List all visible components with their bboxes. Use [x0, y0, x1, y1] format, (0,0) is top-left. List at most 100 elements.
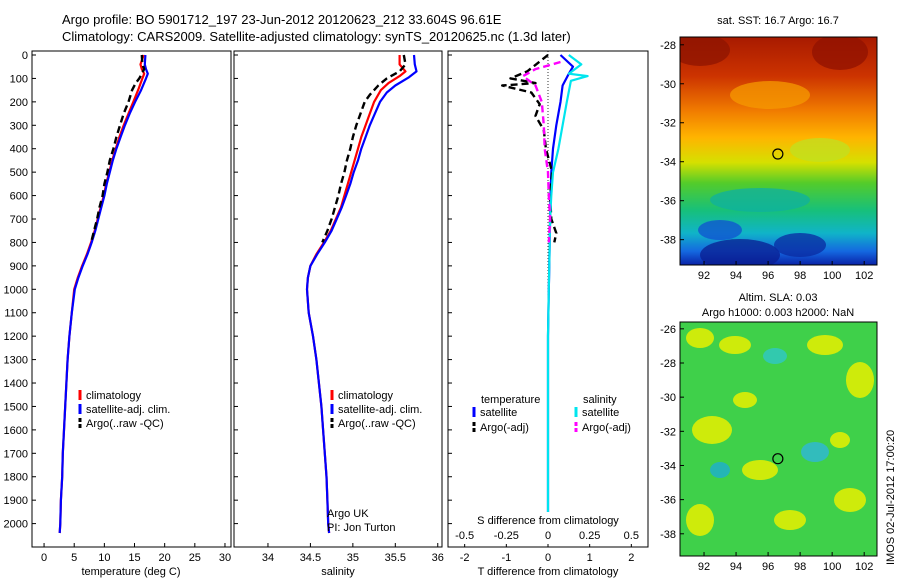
s-difference-ticks: -0.5 -0.25 0 0.25 0.5: [455, 530, 639, 542]
lat-tick-label: -28: [660, 40, 676, 52]
lon-tick-label: 98: [794, 270, 806, 282]
figure-title-line2: Climatology: CARS2009. Satellite-adjuste…: [62, 29, 571, 44]
lon-tick-label: 92: [698, 270, 710, 282]
sla-map-frame: [679, 321, 878, 557]
sla-field: [680, 322, 877, 556]
sla-texture: [801, 442, 829, 462]
series-temperature-satellite: [546, 54, 575, 533]
temperature-profiles: [58, 54, 149, 534]
depth-tick-label: 700: [10, 214, 28, 226]
sla-texture: [710, 462, 730, 478]
argo-location-marker-sla: [772, 453, 784, 465]
x-tick-label: 0: [545, 552, 551, 564]
depth-tick-label: 1000: [4, 284, 28, 296]
salinity-legend: climatology satellite-adj. clim. Argo(..ra…: [330, 390, 422, 430]
legend-label: Argo(-adj): [480, 422, 529, 434]
sst-texture: [812, 37, 868, 70]
x-tick-label: 36: [432, 552, 444, 564]
imos-timestamp: IMOS 02-Jul-2012 17:00:20: [885, 430, 897, 565]
sst-texture: [680, 37, 730, 66]
sst-field: [680, 37, 877, 265]
s-tick-label: 0.25: [579, 530, 600, 542]
lat-tick-label: -36: [660, 196, 676, 208]
series-salinity-satellite: [546, 54, 589, 533]
lon-tick-label: 96: [762, 561, 774, 573]
argo-pi-label: PI: Jon Turton: [327, 522, 395, 534]
sla-map-subtitle: Argo h1000: 0.003 h2000: NaN: [702, 307, 854, 319]
sla-texture: [719, 336, 751, 354]
difference-axis-ticks: -2 -1 0 1 2: [460, 543, 634, 564]
lon-tick-label: 94: [730, 561, 742, 573]
legend-label: satellite-adj. clim.: [338, 404, 422, 416]
argo-location-marker-sst: [772, 148, 784, 160]
lat-tick-label: -36: [660, 495, 676, 507]
s-tick-label: -0.5: [455, 530, 474, 542]
legend-header-salinity: salinity: [583, 394, 617, 406]
sla-texture: [742, 460, 778, 480]
sla-texture: [830, 432, 850, 448]
sst-map-frame: [679, 36, 878, 266]
lon-tick-label: 96: [762, 270, 774, 282]
depth-tick-label: 0: [22, 50, 28, 62]
sst-lat-ticks: -28 -30 -32 -34 -36 -38: [660, 40, 684, 247]
legend-label: satellite: [582, 407, 619, 419]
lat-tick-label: -28: [660, 358, 676, 370]
depth-tick-label: 2000: [4, 519, 28, 531]
x-tick-label: 34: [262, 552, 274, 564]
depth-tick-label: 400: [10, 144, 28, 156]
sla-texture: [834, 488, 866, 512]
sst-texture: [790, 138, 850, 162]
lon-tick-label: 92: [698, 561, 710, 573]
depth-tick-label: 800: [10, 237, 28, 249]
lat-tick-label: -34: [660, 460, 676, 472]
legend-label: climatology: [338, 390, 394, 402]
depth-tick-label: 1800: [4, 472, 28, 484]
sla-texture: [763, 348, 787, 364]
temperature-axis-ticks: 0 5 10 15 20 25 30: [41, 543, 231, 564]
temperature-axis-label: temperature (deg C): [81, 566, 180, 578]
depth-tick-label: 1400: [4, 378, 28, 390]
temperature-plot-frame: [31, 50, 232, 548]
difference-panel: -2 -1 0 1 2 T difference from climatology S …: [447, 50, 649, 578]
sla-map-title: Altim. SLA: 0.03: [739, 292, 818, 304]
sst-map-title: sat. SST: 16.7 Argo: 16.7: [717, 15, 839, 27]
x-tick-label: 0: [41, 552, 47, 564]
depth-tick-label: 1200: [4, 331, 28, 343]
lat-tick-label: -30: [660, 392, 676, 404]
legend-label: satellite-adj. clim.: [86, 404, 170, 416]
legend-label: climatology: [86, 390, 142, 402]
x-tick-label: 1: [587, 552, 593, 564]
x-tick-label: 20: [159, 552, 171, 564]
legend-label: satellite: [480, 407, 517, 419]
sla-texture: [733, 392, 757, 408]
depth-tick-label: 1600: [4, 425, 28, 437]
x-tick-label: -1: [501, 552, 511, 564]
depth-tick-label: 100: [10, 73, 28, 85]
series-argo-raw-qc: [321, 54, 407, 243]
x-tick-label: 35: [347, 552, 359, 564]
x-tick-label: 2: [628, 552, 634, 564]
depth-tick-label: 1900: [4, 495, 28, 507]
salinity-panel: 34 34.5 35 35.5 36 salinity climatology satel…: [233, 50, 444, 578]
temperature-legend: climatology satellite-adj. clim. Argo(..ra…: [78, 390, 170, 430]
legend-label: Argo(-adj): [582, 422, 631, 434]
difference-legend: temperature salinitysatelliteArgo(-adj)sa…: [472, 394, 631, 434]
lat-tick-label: -38: [660, 529, 676, 541]
x-tick-label: 15: [128, 552, 140, 564]
difference-profiles: [501, 54, 589, 533]
s-tick-label: 0: [545, 530, 551, 542]
depth-tick-label: 1300: [4, 355, 28, 367]
x-tick-label: -2: [460, 552, 470, 564]
s-difference-axis-label: S difference from climatology: [477, 515, 619, 527]
salinity-plot-frame: [233, 50, 443, 548]
depth-tick-label: 200: [10, 97, 28, 109]
lon-tick-label: 98: [794, 561, 806, 573]
sla-texture: [692, 416, 732, 444]
depth-tick-label: 1500: [4, 401, 28, 413]
sst-map-panel: sat. SST: 16.7 Argo: 16.7 92 94 96 98 100 102…: [660, 15, 878, 282]
sst-lon-ticks: 92 94 96 98 100 102: [698, 261, 873, 282]
depth-tick-label: 1700: [4, 448, 28, 460]
sla-texture: [807, 335, 843, 355]
depth-tick-label: 1100: [4, 308, 28, 320]
lon-tick-label: 102: [855, 561, 873, 573]
